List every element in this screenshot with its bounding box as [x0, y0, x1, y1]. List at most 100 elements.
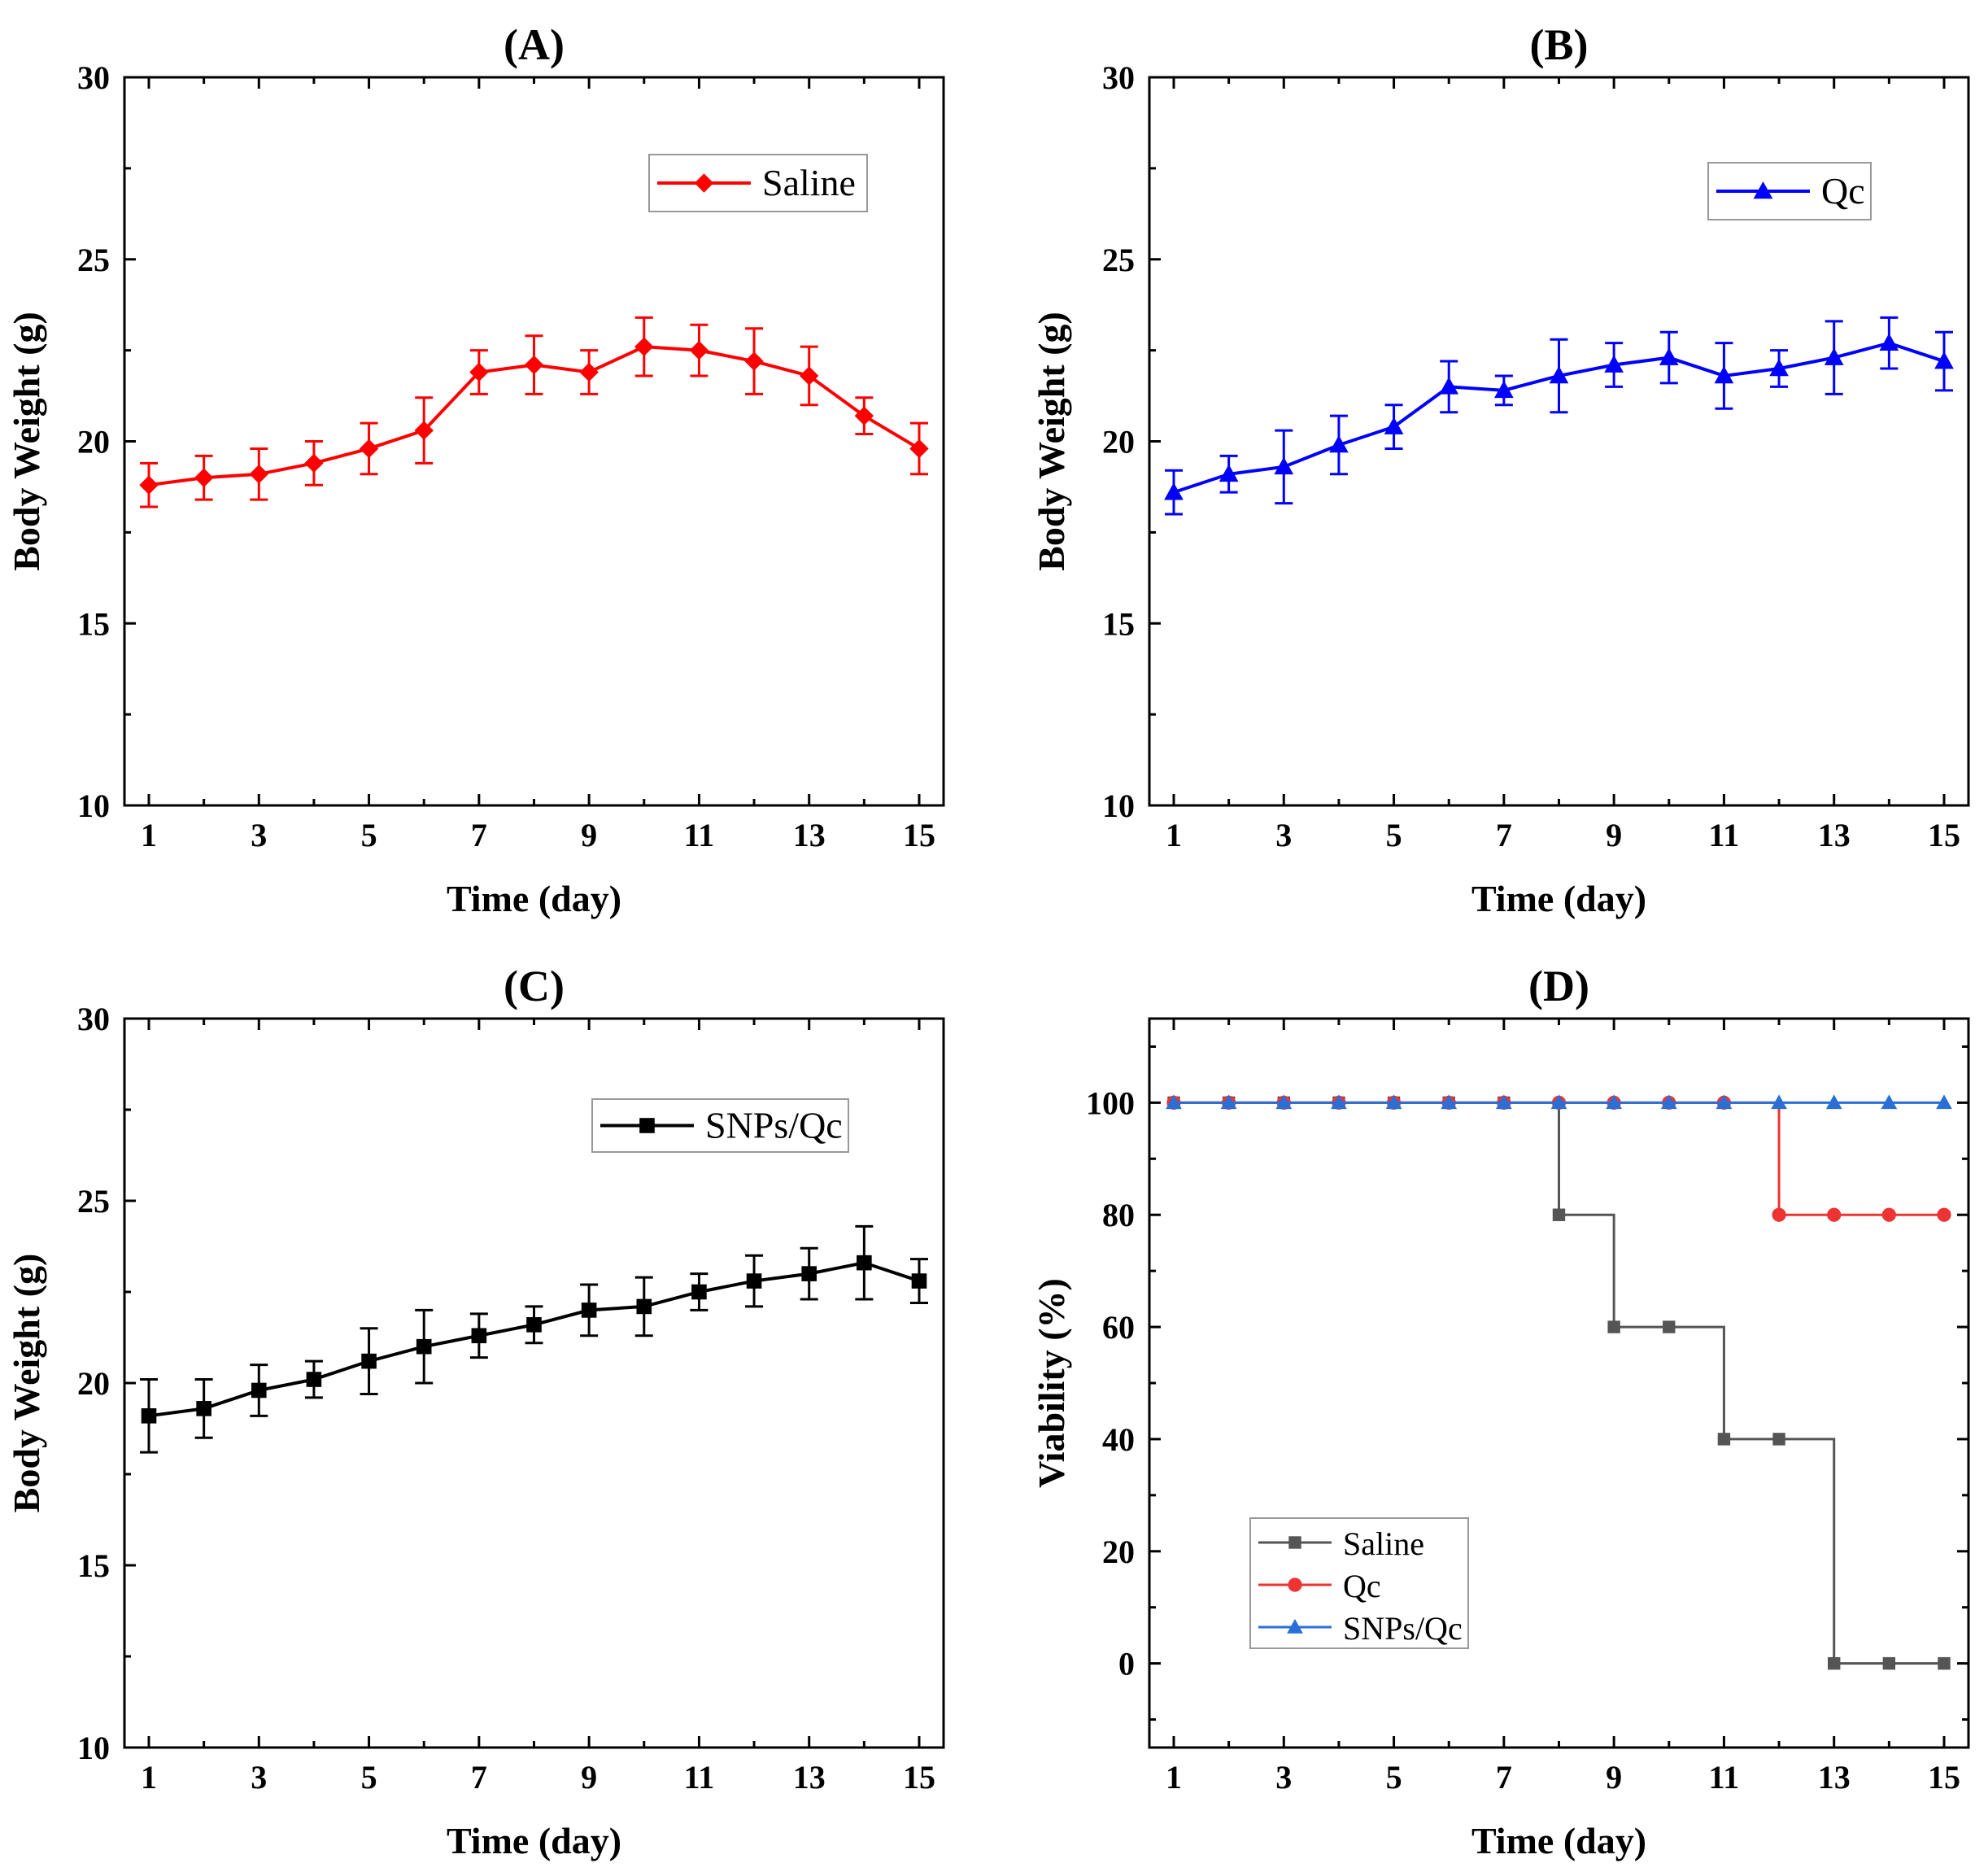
- data-point: [471, 1328, 487, 1344]
- data-point: [1772, 1207, 1786, 1222]
- legend-label: Saline: [1343, 1525, 1424, 1562]
- data-point: [1329, 434, 1349, 453]
- data-point: [854, 406, 874, 425]
- y-tick-label: 80: [1102, 1197, 1135, 1233]
- panel-title: (D): [1528, 962, 1589, 1010]
- legend-label: Qc: [1343, 1568, 1381, 1604]
- data-point: [526, 1317, 542, 1333]
- data-point: [1552, 1208, 1566, 1221]
- data-point: [1166, 1094, 1182, 1110]
- x-tick-label: 13: [1818, 817, 1851, 853]
- data-point: [1827, 1207, 1842, 1222]
- data-point: [1879, 333, 1899, 351]
- data-point: [1274, 456, 1294, 475]
- y-tick-label: 15: [1102, 605, 1135, 642]
- y-tick-label: 10: [77, 788, 110, 824]
- data-point: [1606, 1094, 1622, 1110]
- y-tick-label: 20: [77, 424, 110, 460]
- data-point: [194, 468, 214, 487]
- x-tick-label: 11: [684, 817, 715, 853]
- y-axis-ticks: 10 15 20 25 30: [1102, 59, 1161, 824]
- y-tick-label: 25: [77, 1183, 110, 1220]
- data-point: [1825, 1094, 1842, 1110]
- data-point: [524, 355, 544, 375]
- legend-label: Saline: [762, 162, 856, 203]
- data-point: [579, 362, 599, 382]
- x-axis-ticks: 1 3 5 7 9 11 13 15: [1166, 1019, 1960, 1796]
- data-point: [1937, 1207, 1951, 1222]
- data-point: [801, 1266, 817, 1281]
- data-point: [414, 421, 434, 440]
- data-point: [1934, 351, 1954, 369]
- data-point: [1494, 380, 1514, 399]
- y-tick-label: 15: [77, 1547, 110, 1584]
- data-point: [689, 340, 709, 360]
- data-point: [1938, 1656, 1951, 1670]
- legend-marker: [639, 1118, 655, 1133]
- data-point: [251, 1382, 267, 1399]
- data-point: [1714, 365, 1734, 384]
- data-point: [1385, 1094, 1402, 1110]
- x-axis-ticks: 1 3 5 7 9 11 13 15: [141, 77, 935, 853]
- y-tick-label: 40: [1102, 1421, 1135, 1458]
- x-tick-label: 3: [251, 1759, 267, 1796]
- data-point: [581, 1303, 597, 1318]
- x-tick-label: 7: [471, 817, 487, 853]
- x-tick-label: 11: [684, 1759, 715, 1796]
- series-snps-qc: [140, 1224, 928, 1454]
- x-tick-label: 15: [1928, 1759, 1960, 1796]
- data-point: [1936, 1094, 1952, 1110]
- x-axis-label: Time (day): [447, 1820, 621, 1861]
- x-tick-label: 13: [793, 817, 826, 853]
- x-tick-label: 5: [1386, 1759, 1402, 1796]
- y-tick-label: 20: [1102, 424, 1135, 460]
- x-axis-label: Time (day): [1471, 1820, 1646, 1861]
- legend-label: SNPs/Qc: [1343, 1610, 1463, 1647]
- data-point: [1164, 482, 1184, 500]
- data-point: [1441, 1094, 1458, 1110]
- y-tick-label: 10: [77, 1730, 110, 1766]
- legend: SNPs/Qc: [591, 1098, 849, 1153]
- x-tick-label: 9: [581, 817, 597, 853]
- data-point: [634, 337, 654, 356]
- x-tick-label: 9: [1606, 1759, 1622, 1796]
- panel-title: (C): [504, 962, 565, 1010]
- data-point: [1769, 358, 1789, 377]
- data-point: [1716, 1094, 1733, 1110]
- data-point: [636, 1298, 652, 1315]
- y-tick-label: 15: [77, 605, 110, 642]
- data-point: [1550, 1094, 1567, 1110]
- data-point: [1881, 1094, 1898, 1110]
- data-point: [1219, 464, 1239, 482]
- x-tick-label: 13: [1818, 1759, 1851, 1796]
- x-tick-label: 1: [1166, 1759, 1182, 1796]
- y-axis-label: Body Weight (g): [6, 312, 47, 571]
- data-point: [1663, 1320, 1676, 1333]
- y-axis-ticks: 10 15 20 25 30: [77, 1001, 136, 1766]
- x-axis-label: Time (day): [447, 878, 621, 919]
- x-tick-label: 9: [581, 1759, 597, 1796]
- legend-marker: [1288, 1536, 1301, 1549]
- y-tick-label: 20: [77, 1365, 110, 1402]
- data-point: [909, 439, 929, 459]
- series-snps-qc: [1166, 1094, 1952, 1110]
- data-point: [1659, 347, 1679, 365]
- x-tick-label: 7: [471, 1759, 487, 1796]
- panel-title: (B): [1530, 20, 1589, 69]
- data-point: [746, 1273, 762, 1289]
- x-tick-label: 13: [793, 1759, 826, 1796]
- data-point: [306, 1372, 322, 1387]
- data-point: [304, 453, 324, 473]
- legend-label: Qc: [1821, 170, 1865, 212]
- data-point: [1881, 1207, 1896, 1222]
- y-tick-label: 30: [77, 1001, 110, 1037]
- data-point: [691, 1284, 707, 1300]
- data-point: [1824, 347, 1844, 365]
- y-axis-label: Body Weight (g): [6, 1254, 47, 1513]
- x-tick-label: 1: [141, 817, 157, 853]
- data-point: [1331, 1094, 1347, 1110]
- y-tick-label: 60: [1102, 1309, 1135, 1346]
- data-point: [1496, 1094, 1512, 1110]
